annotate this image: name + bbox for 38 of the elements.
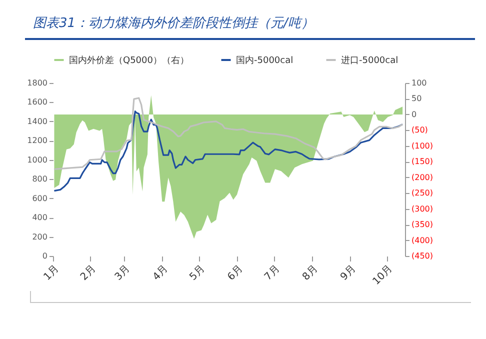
x-tick-label: 1月 [42,264,62,283]
y-tick-label: 800 [32,174,48,184]
y-tick-label: 1200 [27,136,48,146]
x-tick-label: 10月 [371,264,395,288]
x-tick-label: 3月 [113,264,132,283]
y2-tick-label: (350) [412,220,434,230]
chart-title: 图表31：动力煤海内外价差阶段性倒挂（元/吨） [25,14,475,40]
y2-tick-label: 0 [412,110,417,119]
x-tick-label: 6月 [226,264,246,283]
y-tick-label: 600 [32,194,48,203]
y2-tick-label: (300) [412,204,434,214]
x-tick-label: 4月 [151,264,170,283]
y-tick-label: 0 [42,252,48,260]
y2-tick-label: (400) [412,236,434,245]
y-tick-label: 1600 [27,98,48,107]
x-tick-label: 2月 [78,264,98,283]
x-tick-label: 9月 [338,264,358,283]
line-series [53,97,404,170]
y2-tick-label: (150) [412,157,434,166]
y2-tick-label: (250) [412,188,434,198]
x-tick-label: 5月 [188,264,208,283]
legend-label: 进口-5000cal [341,55,398,66]
x-tick-label: 7月 [262,264,282,283]
legend-label: 国内-5000cal [236,55,294,66]
y-tick-label: 400 [32,213,48,222]
y2-tick-label: (100) [412,141,434,150]
legend-label: 国内外价差（Q5000）（右） [69,55,189,66]
y-tick-label: 200 [32,232,48,242]
line-series [53,110,404,192]
y2-tick-label: (50) [412,126,428,135]
y-tick-label: 1400 [27,116,48,126]
y2-tick-label: (450) [412,252,434,260]
y-tick-label: 1800 [27,78,48,88]
y2-tick-label: (200) [412,172,434,182]
y2-tick-label: 50 [412,94,422,104]
y-tick-label: 1000 [27,155,48,164]
x-tick-label: 8月 [300,264,320,283]
y2-tick-label: 100 [412,78,427,88]
